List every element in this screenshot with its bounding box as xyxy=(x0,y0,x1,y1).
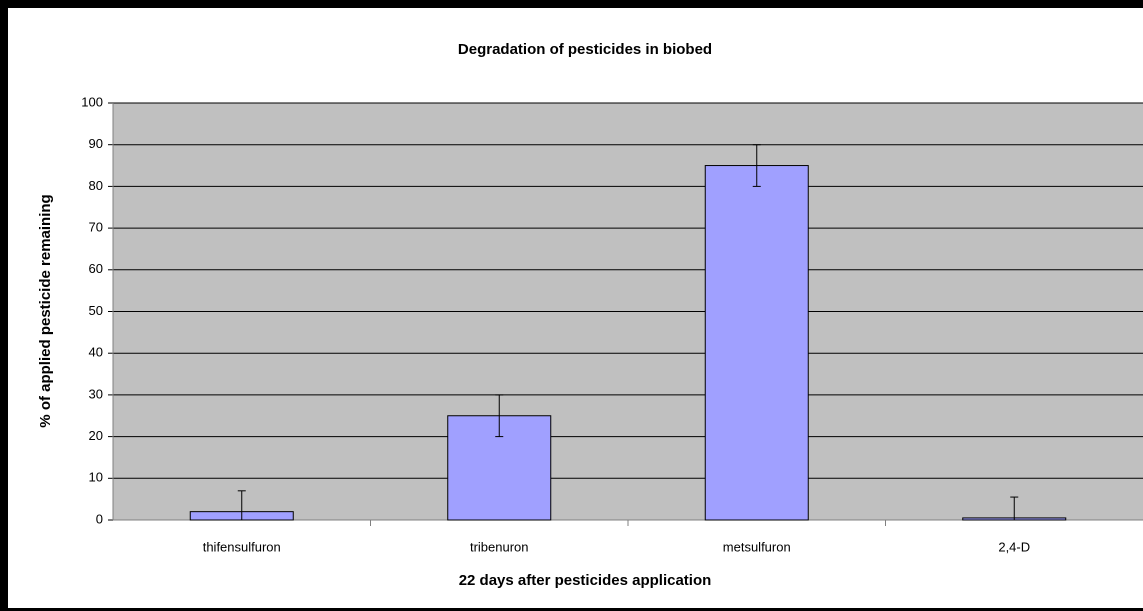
y-axis-label: % of applied pesticide remaining xyxy=(37,194,54,427)
x-axis-label: 22 days after pesticides application xyxy=(459,572,712,589)
y-tick-label: 70 xyxy=(89,220,103,235)
error-bar xyxy=(1010,496,1019,521)
error-bar xyxy=(752,144,761,187)
error-bar xyxy=(495,394,504,438)
y-tick-label: 80 xyxy=(89,178,103,193)
y-tick-label: 50 xyxy=(89,303,103,318)
x-tick-label: tribenuron xyxy=(470,539,529,554)
y-tick-label: 60 xyxy=(89,261,103,276)
y-tick-label: 30 xyxy=(89,386,103,401)
y-tick-label: 40 xyxy=(89,345,103,360)
x-tick-label: thifensulfuron xyxy=(203,539,281,554)
x-tick-label: 2,4-D xyxy=(998,539,1030,554)
y-tick-label: 20 xyxy=(89,428,103,443)
chart-title: Degradation of pesticides in biobed xyxy=(458,41,712,58)
bar xyxy=(704,165,809,521)
x-tick-label: metsulfuron xyxy=(723,539,791,554)
y-tick-label: 10 xyxy=(89,470,103,485)
y-tick-label: 0 xyxy=(96,511,103,526)
y-tick-label: 100 xyxy=(81,94,103,109)
error-bar xyxy=(237,490,246,521)
y-tick-label: 90 xyxy=(89,136,103,151)
